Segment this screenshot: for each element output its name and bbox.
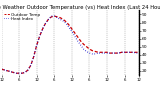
Legend: Outdoor Temp, Heat Index: Outdoor Temp, Heat Index bbox=[4, 13, 40, 21]
Title: Milwaukee Weather Outdoor Temperature (vs) Heat Index (Last 24 Hours): Milwaukee Weather Outdoor Temperature (v… bbox=[0, 5, 160, 10]
